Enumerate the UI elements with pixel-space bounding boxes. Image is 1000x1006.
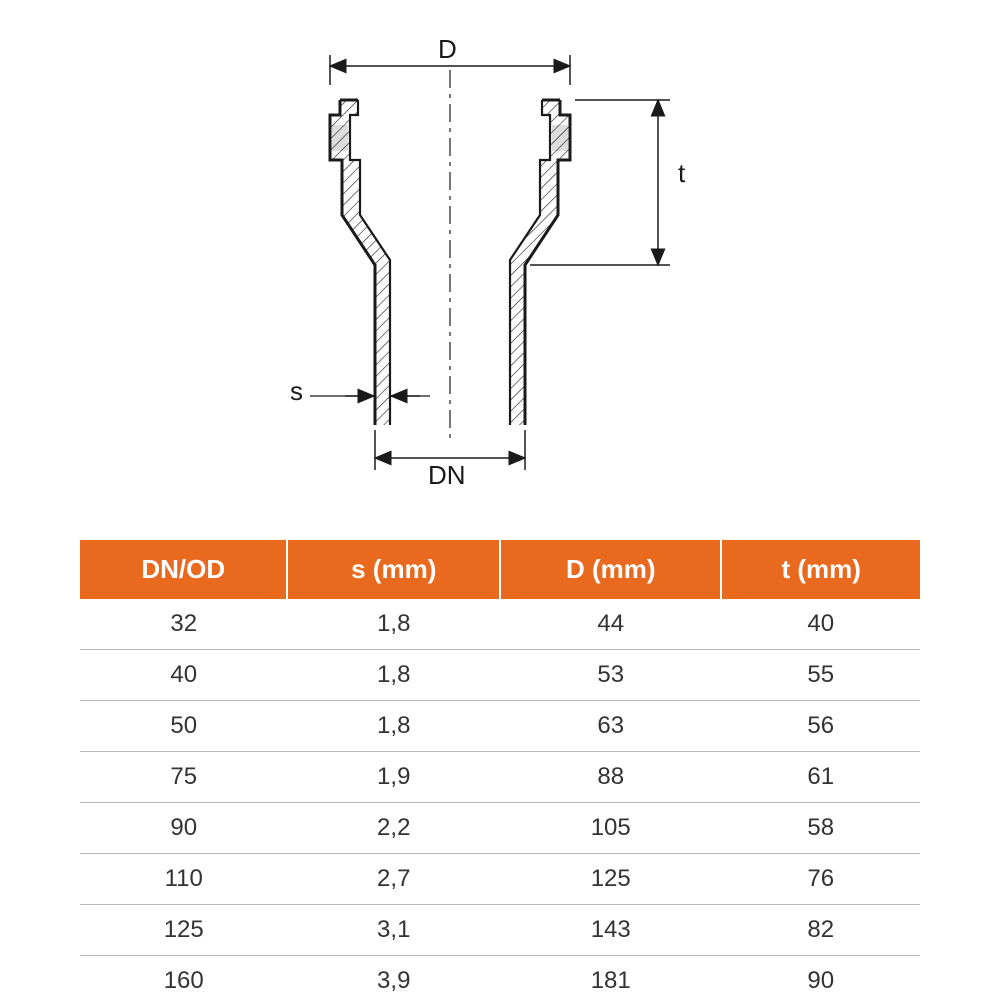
table-cell: 2,7 [287,854,500,905]
table-cell: 63 [500,701,721,752]
dim-label-s: s [290,376,303,407]
table-cell: 3,9 [287,956,500,1006]
table-row: 1603,918190 [80,956,920,1006]
table-cell: 2,2 [287,803,500,854]
table-cell: 82 [721,905,920,956]
pipe-socket-drawing [180,40,820,490]
table-cell: 55 [721,650,920,701]
table-cell: 105 [500,803,721,854]
table-cell: 90 [80,803,287,854]
technical-diagram: D t s DN [180,40,820,490]
table-cell: 3,1 [287,905,500,956]
table-cell: 61 [721,752,920,803]
table-cell: 181 [500,956,721,1006]
table-header: DN/ODs (mm)D (mm)t (mm) [80,540,920,599]
col-header: t (mm) [721,540,920,599]
table-cell: 125 [500,854,721,905]
table-cell: 110 [80,854,287,905]
table-cell: 76 [721,854,920,905]
table-cell: 1,8 [287,701,500,752]
col-header: DN/OD [80,540,287,599]
table-cell: 1,8 [287,650,500,701]
table-row: 751,98861 [80,752,920,803]
table-row: 401,85355 [80,650,920,701]
table-cell: 125 [80,905,287,956]
table-cell: 88 [500,752,721,803]
table-cell: 40 [80,650,287,701]
table-row: 1102,712576 [80,854,920,905]
table-cell: 90 [721,956,920,1006]
dimensions-table: DN/ODs (mm)D (mm)t (mm) 321,84440401,853… [80,540,920,1006]
table-cell: 53 [500,650,721,701]
dim-label-t: t [678,158,685,189]
table-cell: 75 [80,752,287,803]
table-cell: 58 [721,803,920,854]
table-cell: 44 [500,599,721,650]
table-cell: 40 [721,599,920,650]
table-cell: 50 [80,701,287,752]
table-cell: 160 [80,956,287,1006]
table-cell: 1,9 [287,752,500,803]
table-cell: 56 [721,701,920,752]
col-header: D (mm) [500,540,721,599]
table-body: 321,84440401,85355501,86356751,98861902,… [80,599,920,1006]
table-cell: 1,8 [287,599,500,650]
table-row: 501,86356 [80,701,920,752]
dim-label-d: D [438,34,457,65]
dim-label-dn: DN [428,460,466,491]
dimensions-table-wrapper: DN/ODs (mm)D (mm)t (mm) 321,84440401,853… [80,540,920,1006]
table-cell: 32 [80,599,287,650]
table-row: 902,210558 [80,803,920,854]
col-header: s (mm) [287,540,500,599]
table-row: 1253,114382 [80,905,920,956]
table-cell: 143 [500,905,721,956]
table-row: 321,84440 [80,599,920,650]
